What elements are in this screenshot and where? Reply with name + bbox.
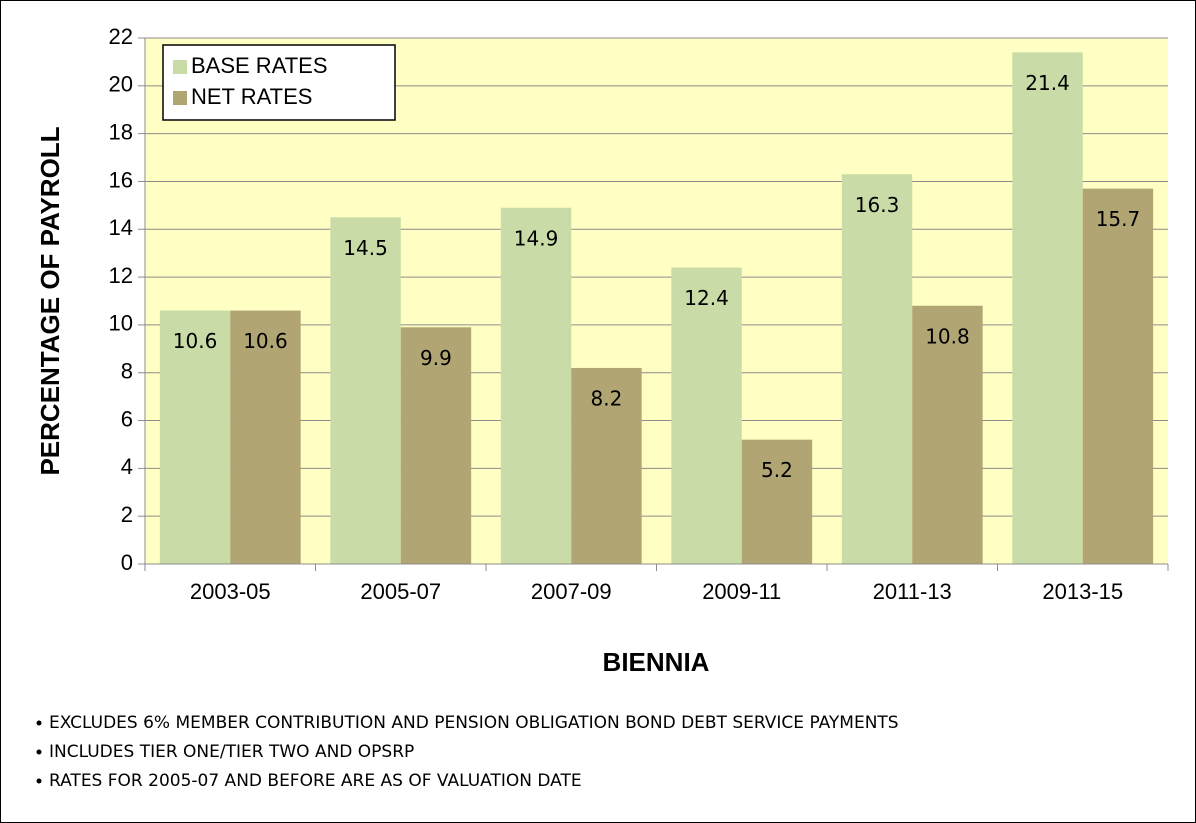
- bar: [1012, 52, 1083, 564]
- legend-label: BASE RATES: [191, 53, 328, 78]
- bar: [741, 439, 813, 564]
- y-axis-title: PERCENTAGE OF PAYROLL: [35, 126, 65, 475]
- value-label: 21.4: [1025, 71, 1070, 95]
- y-tick-label: 14: [109, 215, 133, 240]
- value-label: 10.6: [243, 329, 288, 353]
- value-label: 14.9: [514, 226, 559, 250]
- value-label: 14.5: [343, 236, 388, 260]
- note-bullet: [36, 749, 42, 755]
- y-tick-label: 20: [109, 72, 133, 97]
- bar: [571, 367, 642, 564]
- bar: [230, 310, 301, 564]
- value-label: 10.8: [925, 324, 970, 348]
- y-tick-label: 16: [109, 167, 133, 192]
- x-axis-title: BIENNIA: [603, 647, 710, 677]
- y-tick-label: 22: [109, 24, 133, 49]
- value-label: 12.4: [684, 286, 729, 310]
- note: INCLUDES TIER ONE/TIER TWO AND OPSRP: [49, 742, 414, 762]
- x-tick-label: 2011-13: [873, 579, 952, 604]
- legend-label: NET RATES: [191, 84, 312, 109]
- y-tick-label: 18: [109, 119, 133, 144]
- bar: [330, 217, 401, 564]
- note-bullet: [36, 720, 42, 726]
- note: RATES FOR 2005-07 AND BEFORE ARE AS OF V…: [49, 771, 582, 791]
- bar: [841, 174, 913, 565]
- bar: [912, 305, 983, 564]
- value-label: 16.3: [855, 193, 900, 217]
- y-tick-label: 2: [121, 502, 133, 527]
- y-tick-label: 4: [121, 454, 133, 479]
- bar: [159, 310, 231, 564]
- bar: [500, 207, 572, 564]
- x-tick-label: 2013-15: [1042, 579, 1123, 604]
- x-tick-label: 2007-09: [531, 579, 612, 604]
- x-tick-label: 2009-11: [702, 579, 781, 604]
- x-tick-label: 2003-05: [190, 579, 271, 604]
- plot-background: [145, 38, 1168, 564]
- bar: [400, 327, 472, 564]
- note-bullet: [36, 778, 42, 784]
- y-tick-label: 8: [121, 359, 133, 384]
- y-tick-label: 10: [109, 311, 133, 336]
- y-tick-label: 12: [109, 263, 133, 288]
- legend-swatch: [173, 91, 187, 105]
- legend-swatch: [173, 60, 187, 74]
- value-label: 15.7: [1096, 207, 1141, 231]
- x-tick-label: 2005-07: [360, 579, 441, 604]
- value-label: 10.6: [173, 329, 218, 353]
- y-tick-label: 6: [121, 406, 133, 431]
- value-label: 5.2: [761, 458, 793, 482]
- y-tick-label: 0: [121, 550, 133, 575]
- value-label: 8.2: [591, 386, 623, 410]
- note: EXCLUDES 6% MEMBER CONTRIBUTION AND PENS…: [49, 713, 899, 733]
- value-label: 9.9: [420, 346, 452, 370]
- bar: [1082, 188, 1154, 565]
- legend-box: [162, 44, 396, 121]
- bar: [671, 267, 742, 564]
